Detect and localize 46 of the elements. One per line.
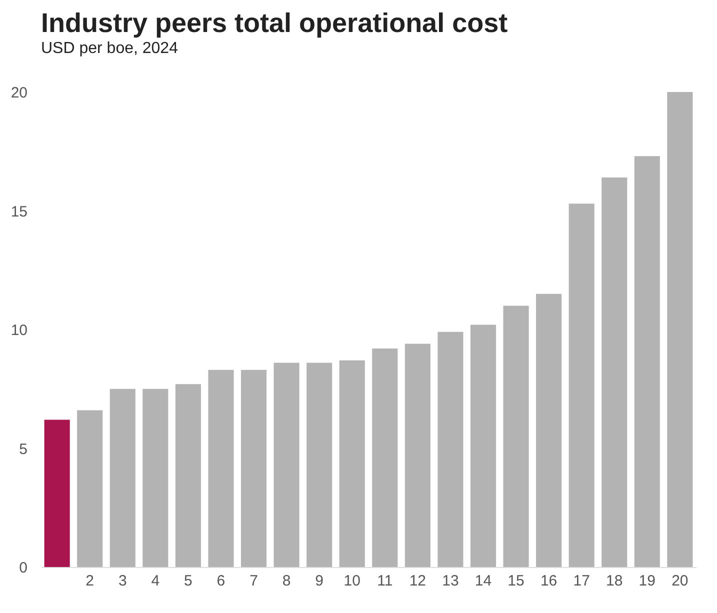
- x-tick-label: 14: [474, 572, 492, 590]
- x-tick-label: 10: [344, 572, 360, 590]
- bar: [667, 92, 693, 567]
- x-tick-label: 4: [151, 572, 160, 590]
- x-tick-label: 18: [606, 572, 623, 590]
- bar: [240, 370, 267, 567]
- bar: [438, 332, 464, 567]
- bar: [404, 344, 430, 567]
- bar: [77, 410, 103, 567]
- bar: [110, 388, 136, 567]
- x-tick-label: 16: [540, 572, 558, 590]
- bar: [568, 204, 594, 567]
- y-tick-label: 5: [19, 440, 28, 458]
- bar: [634, 156, 660, 567]
- x-tick-label: 3: [118, 572, 127, 590]
- y-tick-label: 0: [19, 560, 28, 576]
- bar: [306, 362, 332, 567]
- bar: [602, 178, 628, 567]
- x-tick-label: 6: [216, 572, 226, 590]
- y-tick-label: 20: [10, 84, 28, 102]
- x-tick-label: 9: [315, 572, 324, 590]
- y-tick-label: 10: [10, 322, 28, 339]
- x-tick-label: 15: [508, 572, 524, 590]
- x-tick-label: 20: [672, 572, 688, 590]
- x-tick-label: 13: [442, 572, 459, 590]
- x-tick-label: 17: [573, 572, 590, 590]
- x-tick-label: 7: [250, 572, 258, 590]
- chart-subtitle: USD per boe, 2024: [41, 40, 178, 57]
- bar: [503, 306, 529, 567]
- bar: [175, 384, 201, 567]
- x-tick-label: 8: [282, 572, 291, 590]
- x-tick-label: 19: [638, 572, 656, 590]
- bar: [470, 324, 496, 567]
- bar: [536, 294, 562, 567]
- bar: [44, 420, 70, 567]
- y-tick-label: 15: [10, 203, 28, 220]
- bar: [208, 370, 234, 567]
- bar: [274, 362, 300, 567]
- bar: [372, 348, 398, 567]
- x-tick-label: 11: [377, 572, 393, 590]
- chart-title: Industry peers total operational cost: [41, 8, 508, 38]
- x-tick-label: 12: [409, 572, 426, 590]
- x-tick-label: 2: [86, 572, 94, 590]
- bar: [339, 360, 365, 567]
- x-tick-label: 5: [184, 572, 192, 590]
- bar: [142, 388, 168, 567]
